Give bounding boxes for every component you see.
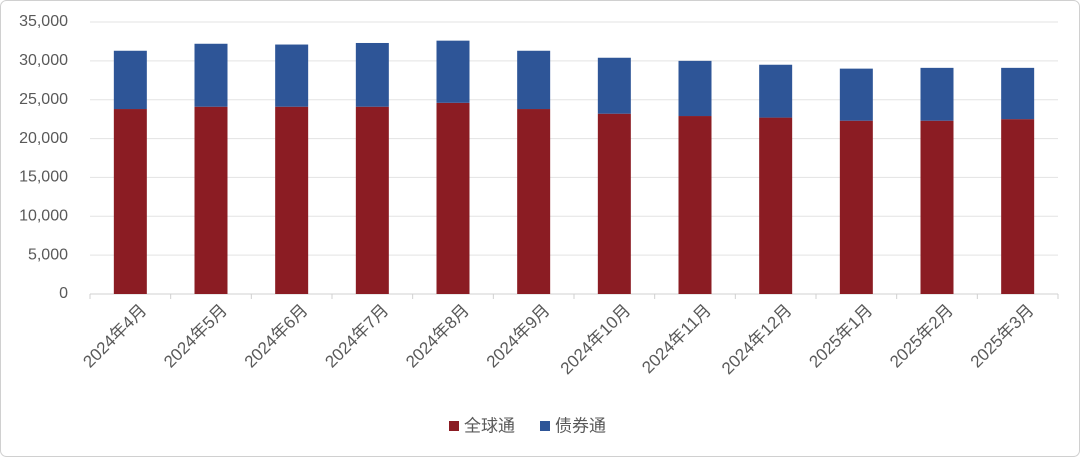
bar-segment [759, 64, 793, 118]
bar-segment [113, 109, 147, 294]
y-tick-label: 0 [59, 285, 68, 302]
bar-segment [355, 42, 389, 107]
bar-segment [678, 60, 712, 117]
bar-segment [1001, 67, 1035, 120]
y-tick-label: 25,000 [19, 91, 68, 108]
y-tick-label: 15,000 [19, 169, 68, 186]
bar-segment [839, 68, 873, 121]
bar-segment [436, 102, 470, 294]
bar-segment [113, 50, 147, 110]
bar-segment [355, 106, 389, 294]
bar-segment [275, 106, 309, 294]
legend-swatch [449, 421, 459, 431]
bar-segment [517, 50, 551, 110]
y-tick-label: 20,000 [19, 130, 68, 147]
bar-segment [517, 109, 551, 294]
bar-segment [920, 67, 954, 121]
bar-segment [1001, 119, 1035, 295]
bar-segment [839, 120, 873, 294]
bar-segment [920, 120, 954, 294]
y-tick-label: 10,000 [19, 208, 68, 225]
bar-segment [436, 40, 470, 103]
y-tick-label: 35,000 [19, 13, 68, 30]
legend-swatch [540, 421, 550, 431]
bar-segment [194, 43, 228, 107]
bar-segment [194, 106, 228, 294]
y-tick-label: 5,000 [28, 246, 68, 263]
legend-label: 全球通 [464, 416, 515, 435]
bar-segment [759, 117, 793, 295]
legend-label: 债券通 [555, 416, 606, 435]
y-tick-label: 30,000 [19, 52, 68, 69]
bar-segment [597, 57, 631, 114]
bar-segment [275, 44, 309, 107]
bar-segment [678, 116, 712, 294]
bar-segment [597, 113, 631, 295]
